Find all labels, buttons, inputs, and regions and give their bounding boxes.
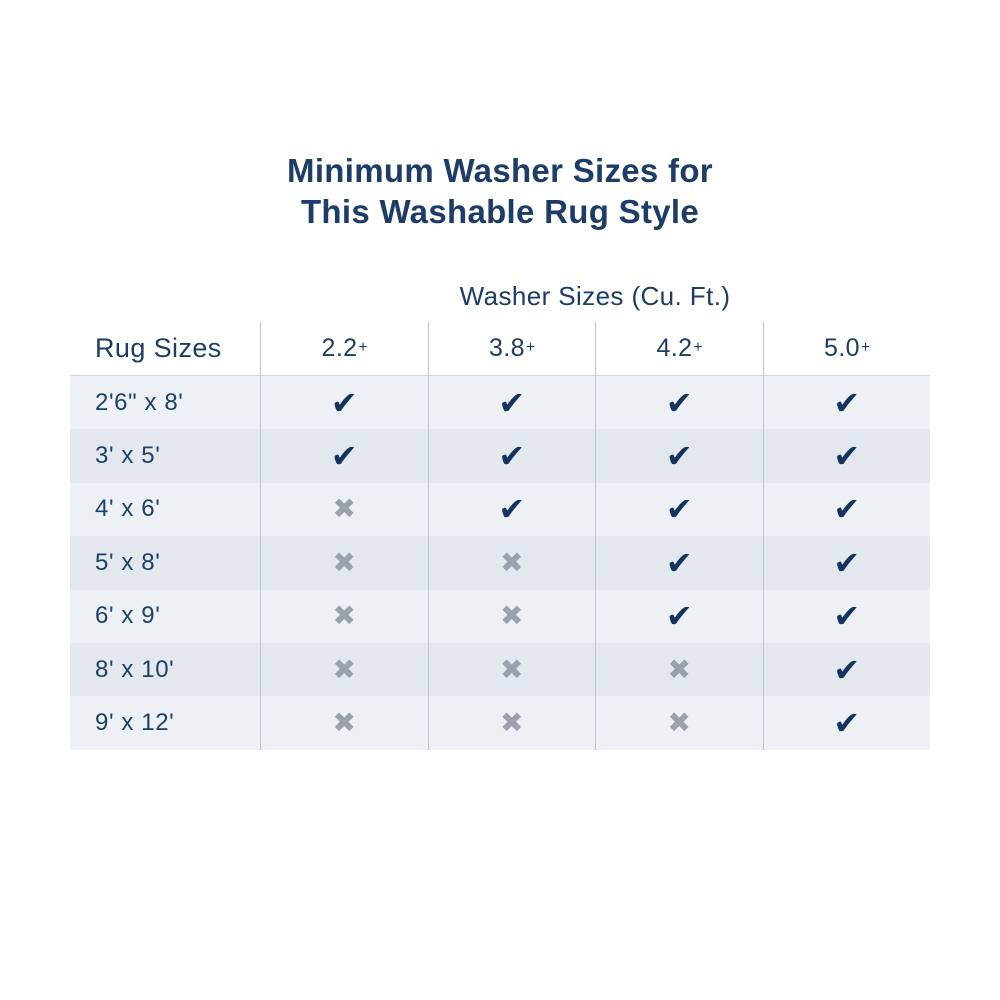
rug-size-label: 9' x 12'	[95, 709, 175, 737]
x-icon: ✖	[332, 546, 356, 578]
washer-cell: ✔	[762, 429, 931, 483]
washer-cell: ✔	[595, 536, 763, 590]
rug-size-label: 8' x 10'	[95, 655, 175, 683]
washer-cell: ✔	[595, 482, 763, 537]
table-row: 2'6" x 8' ✔ ✔ ✔ ✔	[70, 376, 931, 430]
column-header-3-8: 3.8 +	[427, 322, 596, 375]
x-icon: ✖	[500, 546, 524, 578]
washer-cell: ✔	[762, 536, 931, 590]
washer-cell: ✔	[260, 376, 428, 430]
washer-cell: ✔	[260, 429, 428, 483]
rug-sizes-header: Rug Sizes	[95, 333, 222, 363]
washer-cell: ✖	[595, 696, 763, 750]
check-icon: ✔	[833, 438, 861, 475]
check-icon: ✔	[330, 438, 358, 475]
column-header-value: 4.2	[656, 334, 693, 362]
washer-cell: ✔	[762, 589, 931, 643]
rug-size-label: 2'6" x 8'	[95, 388, 184, 416]
washer-sizes-group-header: Washer Sizes (Cu. Ft.)	[459, 281, 731, 311]
x-icon: ✖	[500, 707, 524, 739]
x-icon: ✖	[500, 600, 524, 632]
check-icon: ✔	[665, 491, 693, 528]
plus-suffix: +	[526, 338, 536, 356]
plus-suffix: +	[861, 338, 871, 356]
rug-size-label: 5' x 8'	[95, 548, 161, 576]
rug-size-label: 3' x 5'	[95, 442, 161, 470]
column-header-4-2: 4.2 +	[595, 322, 763, 375]
rug-size-label: 4' x 6'	[95, 495, 161, 523]
x-icon: ✖	[667, 707, 691, 739]
table-row: 4' x 6' ✖ ✔ ✔ ✔	[70, 482, 931, 537]
washer-cell: ✖	[260, 482, 428, 537]
check-icon: ✔	[665, 598, 693, 635]
table-row: 5' x 8' ✖ ✖ ✔ ✔	[70, 536, 931, 590]
check-icon: ✔	[498, 438, 526, 475]
check-icon: ✔	[498, 491, 526, 528]
check-icon: ✔	[665, 384, 693, 421]
washer-cell: ✔	[762, 482, 931, 537]
washer-cell: ✖	[260, 696, 428, 750]
washer-cell: ✖	[427, 536, 596, 590]
x-icon: ✖	[332, 600, 356, 632]
washer-cell: ✖	[427, 589, 596, 643]
x-icon: ✖	[667, 653, 691, 685]
washer-cell: ✔	[427, 482, 596, 537]
x-icon: ✖	[332, 493, 356, 525]
washer-cell: ✔	[595, 589, 763, 643]
plus-suffix: +	[358, 338, 368, 356]
column-header-value: 3.8	[489, 334, 525, 362]
washer-cell: ✔	[762, 696, 931, 750]
washer-cell: ✔	[595, 376, 763, 430]
plus-suffix: +	[693, 338, 703, 356]
washer-cell: ✔	[427, 376, 596, 430]
washer-cell: ✖	[595, 642, 763, 697]
page-title-line2: This Washable Rug Style	[300, 193, 700, 230]
column-header-2-2: 2.2 +	[260, 322, 428, 375]
rug-size-label: 6' x 9'	[95, 602, 161, 630]
check-icon: ✔	[498, 384, 526, 421]
table-row: 6' x 9' ✖ ✖ ✔ ✔	[70, 589, 931, 643]
washer-cell: ✔	[762, 376, 931, 430]
table-header-row: Rug Sizes 2.2 + 3.8 + 4.2 + 5.0 +	[70, 322, 930, 376]
table-row: 8' x 10' ✖ ✖ ✖ ✔	[70, 642, 931, 697]
check-icon: ✔	[665, 544, 693, 581]
check-icon: ✔	[833, 491, 861, 528]
washer-cell: ✖	[260, 642, 428, 697]
washer-cell: ✔	[762, 642, 931, 697]
table-row: 3' x 5' ✔ ✔ ✔ ✔	[70, 429, 931, 483]
washer-cell: ✖	[427, 696, 596, 750]
check-icon: ✔	[833, 705, 861, 742]
page-title: Minimum Washer Sizes for This Washable R…	[0, 150, 1000, 232]
washer-cell: ✖	[260, 536, 428, 590]
x-icon: ✖	[500, 653, 524, 685]
washer-cell: ✖	[427, 642, 596, 697]
table-row: 9' x 12' ✖ ✖ ✖ ✔	[70, 696, 931, 750]
page-title-line1: Minimum Washer Sizes for	[287, 152, 713, 189]
check-icon: ✔	[330, 384, 358, 421]
check-icon: ✔	[833, 544, 861, 581]
washer-cell: ✔	[427, 429, 596, 483]
check-icon: ✔	[665, 438, 693, 475]
x-icon: ✖	[332, 707, 356, 739]
washer-size-table: Rug Sizes 2.2 + 3.8 + 4.2 + 5.0 + 2'6" x 8' …	[70, 322, 930, 750]
washer-cell: ✖	[260, 589, 428, 643]
washer-cell: ✔	[595, 429, 763, 483]
column-header-5-0: 5.0 +	[762, 322, 931, 375]
column-header-value: 2.2	[321, 334, 358, 362]
x-icon: ✖	[332, 653, 356, 685]
check-icon: ✔	[833, 651, 861, 688]
column-header-value: 5.0	[824, 334, 860, 362]
check-icon: ✔	[833, 384, 861, 421]
check-icon: ✔	[833, 598, 861, 635]
